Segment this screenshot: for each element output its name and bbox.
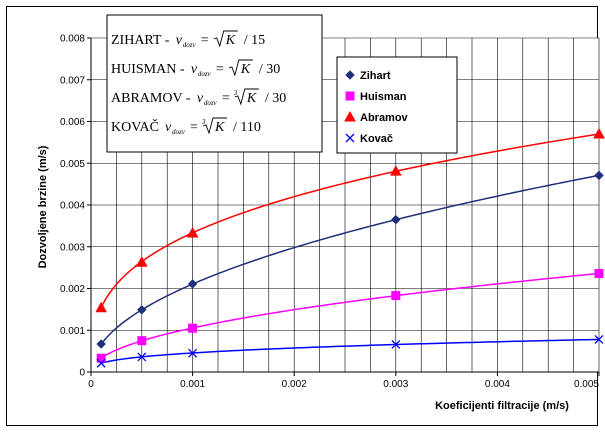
data-point-marker — [345, 133, 355, 143]
data-point-marker — [391, 339, 401, 349]
data-point-marker — [391, 214, 401, 225]
formula-label: ABRAMOV - — [111, 91, 191, 106]
x-tick-label: 0.005 — [574, 379, 599, 390]
series-line — [100, 133, 600, 308]
data-point-marker — [137, 336, 147, 346]
y-tick-label: 0.004 — [60, 201, 85, 212]
formula-radical-sign — [213, 30, 238, 48]
data-point-marker — [345, 91, 355, 101]
formula-equals: = — [190, 120, 198, 135]
data-point-marker — [137, 352, 147, 362]
formula-label: HUISMAN - — [111, 62, 185, 77]
data-point-marker — [135, 256, 148, 267]
formula-v: v — [176, 33, 183, 48]
y-tick-label: 0 — [79, 368, 85, 379]
formula-subscript: dozv — [172, 128, 186, 136]
formula-divisor: / 30 — [259, 62, 280, 77]
formula-radical-sign — [202, 117, 227, 135]
y-tick-label: 0.003 — [60, 242, 85, 253]
legend: Zihart Huisman Abramov Kovač — [336, 56, 458, 154]
data-point-marker — [344, 110, 356, 122]
formula-subscript: dozv — [198, 70, 212, 78]
formula-divisor: / 110 — [233, 120, 261, 135]
series-markers — [95, 127, 605, 368]
y-tick-label: 0.005 — [60, 159, 85, 170]
data-point-marker — [96, 339, 106, 349]
data-point-marker — [95, 301, 108, 313]
formula-label: KOVAČ — [111, 118, 159, 135]
data-point-marker — [391, 291, 401, 301]
data-point-marker — [187, 279, 198, 289]
x-axis-title: Koeficijenti filtracije (m/s) — [435, 400, 569, 412]
formula-k: K — [214, 120, 225, 135]
formula-root-index: 3 — [233, 89, 238, 97]
data-point-marker — [137, 305, 147, 315]
y-axis-title: Dozvoljene brzine (m/s) — [37, 145, 49, 268]
series-line — [100, 272, 600, 359]
y-tick-label: 0.008 — [60, 34, 85, 45]
x-tick-label: 0.002 — [282, 379, 307, 390]
formula-divisor: / 30 — [265, 91, 286, 106]
series-line — [100, 338, 600, 364]
formula-equals: = — [216, 62, 224, 77]
data-point-marker — [594, 170, 604, 181]
formula-radical-sign — [234, 88, 259, 106]
y-tick-label: 0.007 — [60, 75, 85, 86]
y-tick-label: 0.006 — [60, 117, 85, 128]
y-tick-label: 0.001 — [60, 326, 85, 337]
data-point-marker — [594, 268, 604, 278]
x-tick-label: 0.003 — [383, 379, 408, 390]
formula-divisor: / 15 — [244, 33, 265, 48]
formula-equals: = — [201, 33, 209, 48]
x-tick-label: 0.004 — [485, 379, 510, 390]
data-point-marker — [594, 334, 604, 344]
x-tick-label: 0 — [88, 379, 94, 390]
data-point-marker — [389, 165, 402, 176]
legend-entry-label: Abramov — [360, 112, 409, 124]
formula-v: v — [165, 120, 172, 135]
x-tick-label: 0.001 — [180, 379, 205, 390]
legend-entry-label: Kovač — [360, 133, 393, 145]
formula-label: ZIHART - — [111, 33, 170, 48]
formula-subscript: dozv — [204, 99, 218, 107]
data-point-marker — [188, 348, 198, 358]
formula-radical-sign — [228, 59, 253, 77]
formula-v: v — [191, 62, 198, 77]
data-point-marker — [96, 358, 106, 368]
legend-entry-label: Huisman — [360, 91, 407, 103]
formula-root-index: 3 — [201, 118, 206, 126]
formula-k: K — [225, 33, 236, 48]
formula-v: v — [197, 91, 204, 106]
formula-k: K — [246, 91, 257, 106]
y-tick-label: 0.002 — [60, 284, 85, 295]
series-lines — [100, 133, 600, 364]
series-line — [100, 174, 600, 345]
data-point-marker — [188, 323, 198, 333]
data-point-marker — [593, 127, 605, 139]
formula-equals: = — [222, 91, 230, 106]
formula-subscript: dozv — [183, 41, 197, 49]
legend-frame — [336, 56, 458, 154]
legend-entry-label: Zihart — [360, 70, 391, 82]
formula-k: K — [240, 62, 251, 77]
tick-labels: 0 0.001 0.002 0.003 0.004 0.005 0.006 0.007 0.00… — [60, 34, 600, 390]
formula-box-frame — [106, 14, 323, 153]
data-point-marker — [186, 226, 199, 238]
data-point-marker — [96, 353, 106, 363]
data-point-marker — [345, 70, 355, 80]
